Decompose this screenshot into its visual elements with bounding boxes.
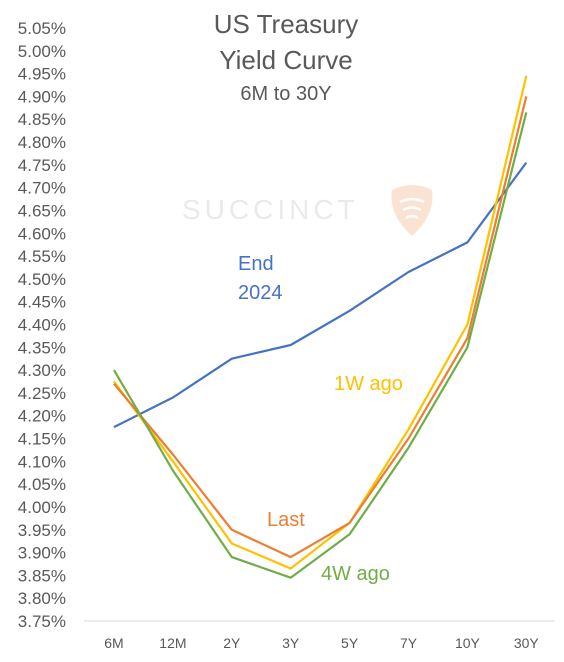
y-tick-label: 4.50% (18, 270, 66, 289)
y-tick-label: 3.90% (18, 544, 66, 563)
label-last: Last (267, 509, 305, 531)
x-tick-label: 12M (159, 635, 186, 651)
y-tick-label: 4.20% (18, 407, 66, 426)
chart-title-line1: US Treasury (213, 9, 359, 39)
y-tick-label: 4.45% (18, 293, 66, 312)
y-tick-label: 4.00% (18, 498, 66, 517)
y-tick-label: 4.55% (18, 247, 66, 266)
y-tick-label: 4.05% (18, 475, 66, 494)
y-tick-label: 3.95% (18, 521, 66, 540)
y-tick-label: 4.70% (18, 179, 66, 198)
y-tick-label: 4.30% (18, 361, 66, 380)
y-tick-label: 5.00% (18, 42, 66, 61)
x-tick-label: 6M (104, 635, 123, 651)
y-tick-label: 3.75% (18, 612, 66, 631)
series-line-end-2024 (113, 161, 528, 429)
x-tick-label: 2Y (223, 635, 241, 651)
series-lines (113, 75, 528, 579)
chart-subtitle: 6M to 30Y (240, 83, 332, 105)
series-line-last (113, 96, 528, 559)
chart-title-line2: Yield Curve (219, 45, 353, 75)
y-tick-label: 3.80% (18, 589, 66, 608)
series-labels: End 2024 1W ago Last 4W ago (238, 253, 403, 585)
label-end-2024-line1: End (238, 253, 274, 275)
y-tick-label: 4.95% (18, 65, 66, 84)
x-axis-ticks: 6M 12M 2Y 3Y 5Y 7Y 10Y 30Y (104, 635, 539, 651)
label-end-2024-line2: 2024 (238, 282, 283, 304)
watermark-logo-icon (391, 185, 433, 236)
y-tick-label: 3.85% (18, 566, 66, 585)
y-tick-label: 4.65% (18, 201, 66, 220)
x-tick-label: 5Y (341, 635, 359, 651)
y-tick-label: 5.05% (18, 19, 66, 38)
x-tick-label: 10Y (455, 635, 481, 651)
y-tick-label: 4.90% (18, 87, 66, 106)
y-tick-label: 4.25% (18, 384, 66, 403)
x-tick-label: 30Y (514, 635, 540, 651)
y-tick-label: 4.40% (18, 316, 66, 335)
x-tick-label: 7Y (400, 635, 418, 651)
y-tick-label: 4.80% (18, 133, 66, 152)
series-line-4w-ago (113, 112, 528, 579)
label-4w-ago: 4W ago (321, 563, 390, 585)
label-1w-ago: 1W ago (334, 373, 403, 395)
y-tick-label: 4.15% (18, 430, 66, 449)
y-tick-label: 4.60% (18, 224, 66, 243)
y-tick-label: 4.85% (18, 110, 66, 129)
x-tick-label: 3Y (282, 635, 300, 651)
y-axis-ticks: 3.75% 3.80% 3.85% 3.90% 3.95% 4.00% 4.05% 4.10%… (18, 19, 66, 631)
y-tick-label: 4.35% (18, 338, 66, 357)
y-tick-label: 4.75% (18, 156, 66, 175)
series-line-1w-ago (113, 75, 528, 570)
watermark: SUCCINCT (182, 185, 433, 236)
y-tick-label: 4.10% (18, 452, 66, 471)
watermark-text: SUCCINCT (182, 194, 359, 225)
